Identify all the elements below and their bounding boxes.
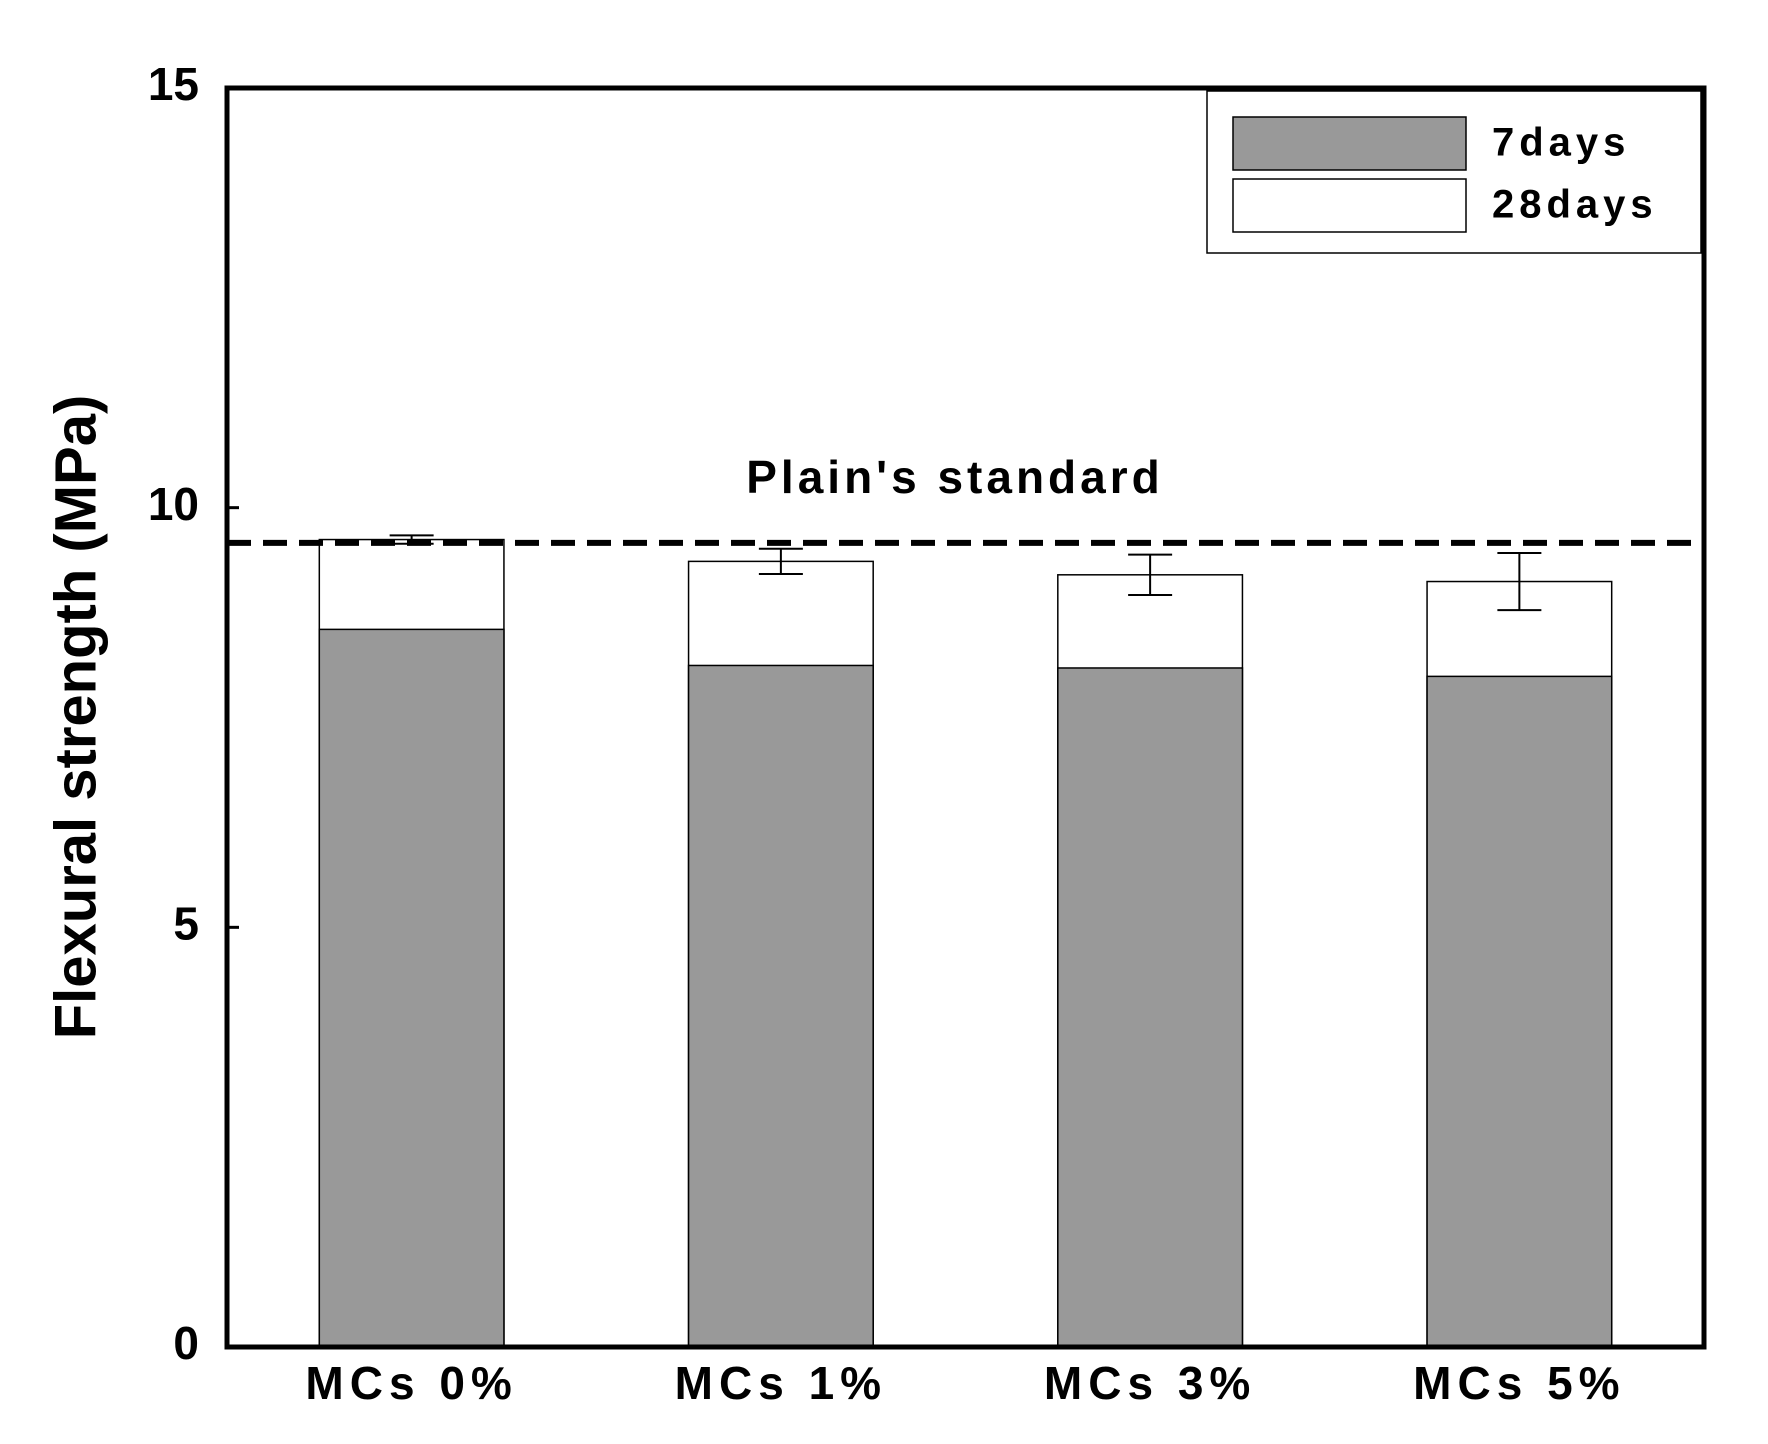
legend-swatch: [1232, 178, 1467, 233]
bar: [1426, 675, 1613, 1348]
y-tick-label: 10: [148, 478, 199, 530]
bar: [687, 664, 874, 1348]
bar: [1057, 667, 1244, 1348]
annotation: Plain's standard: [746, 451, 1164, 503]
legend-swatch: [1232, 116, 1467, 171]
x-tick-label: MCs 1%: [675, 1357, 887, 1409]
y-tick-label: 5: [173, 897, 199, 949]
x-tick-label: MCs 3%: [1044, 1357, 1256, 1409]
bar: [318, 628, 505, 1348]
legend-label: 28days: [1492, 183, 1658, 227]
y-tick-label: 15: [148, 58, 199, 110]
error-bar: [758, 547, 803, 575]
legend-label: 7days: [1492, 121, 1630, 165]
y-tick-label: 0: [173, 1317, 199, 1369]
x-tick-label: MCs 5%: [1413, 1357, 1625, 1409]
plot-frame: [224, 85, 1707, 1350]
error-bar: [1497, 551, 1542, 612]
y-axis-label: Flexural strength (MPa): [43, 395, 108, 1040]
error-bar: [1128, 553, 1173, 596]
x-tick-label: MCs 0%: [305, 1357, 517, 1409]
